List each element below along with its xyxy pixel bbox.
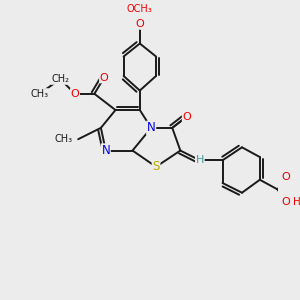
Text: O: O [182, 112, 191, 122]
Text: CH₂: CH₂ [51, 74, 69, 84]
Text: N: N [101, 144, 110, 157]
Text: O: O [281, 172, 290, 182]
Text: OCH₃: OCH₃ [127, 4, 153, 14]
Text: O: O [135, 19, 144, 29]
Text: O: O [70, 89, 79, 99]
Text: CH₃: CH₃ [55, 134, 73, 144]
Text: O: O [100, 73, 109, 82]
Text: S: S [152, 160, 160, 173]
Text: CH₃: CH₃ [30, 89, 48, 99]
Text: H: H [196, 155, 204, 165]
Text: N: N [147, 122, 155, 134]
Text: O: O [281, 197, 290, 208]
Text: H: H [293, 197, 300, 208]
